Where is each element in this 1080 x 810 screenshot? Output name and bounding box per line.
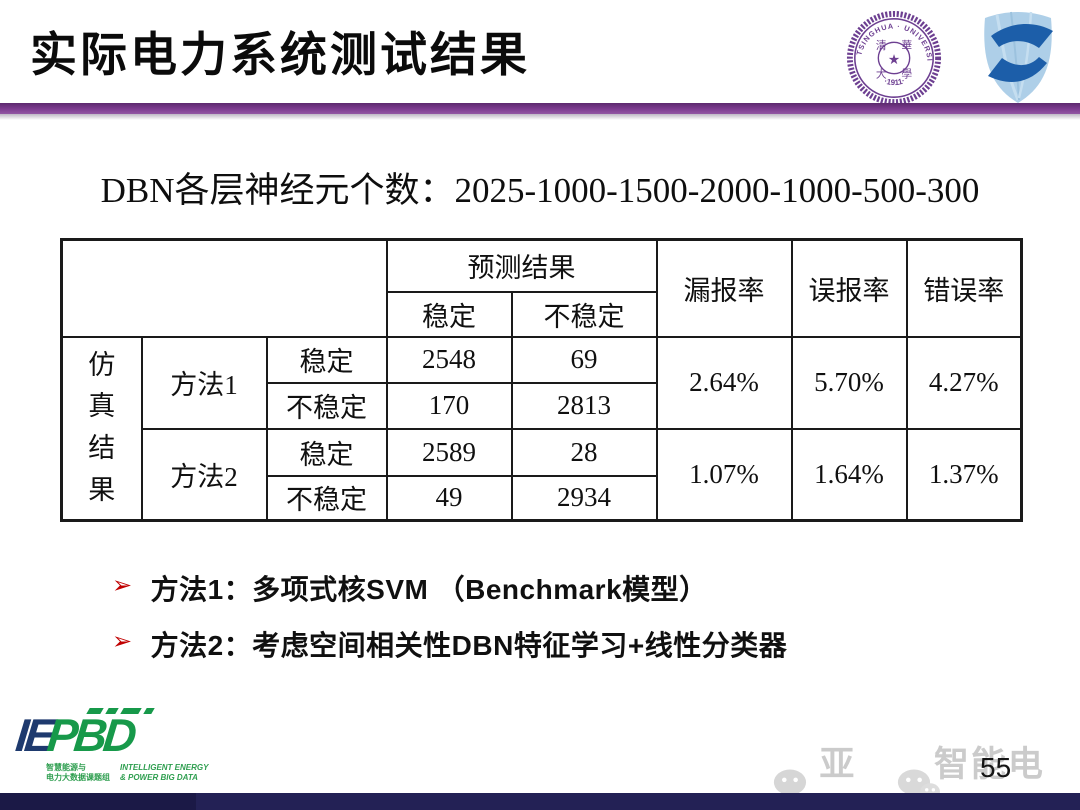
m1-actual-stable-label: 稳定 — [265, 335, 388, 384]
m2-unstable-unstable-count: 2934 — [510, 474, 658, 522]
m1-actual-unstable-label: 不稳定 — [265, 381, 388, 430]
header-false-alarm-rate: 误报率 — [790, 238, 908, 338]
page-title: 实际电力系统测试结果 — [30, 28, 530, 81]
method2-label: 方法2 — [140, 427, 268, 522]
header-prediction: 预测结果 — [385, 238, 658, 293]
tsinghua-university-seal-logo: TSINGHUA · UNIVERSITY ·1911· 清 華 大 學 ★ — [845, 9, 942, 106]
m2-unstable-stable-count: 49 — [385, 474, 513, 522]
m2-error-rate: 1.37% — [905, 427, 1023, 522]
m2-false-alarm-rate: 1.64% — [790, 427, 908, 522]
iepbd-logo: IEPBD 智慧能源与 电力大数据课题组 INTELLIGENT ENERGY … — [13, 708, 248, 784]
seal-char: 華 — [901, 40, 912, 52]
m2-stable-unstable-count: 28 — [510, 427, 658, 477]
header-error-rate: 错误率 — [905, 238, 1023, 338]
wordmark-pbd: PBD — [44, 709, 136, 761]
arrow-bullet-icon: ➢ — [112, 628, 133, 655]
m1-stable-unstable-count: 69 — [510, 335, 658, 384]
bullet-item-method2: ➢ 方法2：考虑空间相关性DBN特征学习+线性分类器 — [112, 624, 787, 664]
m2-miss-rate: 1.07% — [655, 427, 793, 522]
row-group-simulation-results: 仿真结果 — [60, 335, 143, 522]
blue-shield-logo — [984, 11, 1053, 103]
m2-actual-stable-label: 稳定 — [265, 427, 388, 477]
m1-stable-stable-count: 2548 — [385, 335, 513, 384]
method1-label: 方法1 — [140, 335, 268, 430]
m2-stable-stable-count: 2589 — [385, 427, 513, 477]
dbn-layer-config-line: DBN各层神经元个数：2025-1000-1500-2000-1000-500-… — [100, 171, 980, 210]
seal-char: 學 — [901, 68, 912, 81]
header-stable: 稳定 — [385, 290, 513, 338]
bottom-bar — [0, 793, 1080, 810]
m1-error-rate: 4.27% — [905, 335, 1023, 430]
header-miss-rate: 漏报率 — [655, 238, 793, 338]
m2-actual-unstable-label: 不稳定 — [265, 474, 388, 522]
page-number: 55 — [980, 752, 1012, 783]
m1-miss-rate: 2.64% — [655, 335, 793, 430]
m1-false-alarm-rate: 5.70% — [790, 335, 908, 430]
iepbd-wordmark: IEPBD — [13, 709, 248, 761]
bullet-item-method1: ➢ 方法1：多项式核SVM （Benchmark模型） — [112, 568, 787, 608]
bullet-text: 方法1：多项式核SVM （Benchmark模型） — [150, 574, 708, 605]
iepbd-en-line1: INTELLIGENT ENERGY — [120, 762, 209, 772]
star-icon: ★ — [888, 52, 900, 67]
seal-char: 大 — [876, 68, 887, 81]
seal-year-text: ·1911· — [883, 76, 906, 87]
results-table: 预测结果 漏报率 误报率 错误率 稳定 不稳定 仿真结果 方法1 稳定 2548… — [60, 238, 1024, 522]
method-notes-list: ➢ 方法1：多项式核SVM （Benchmark模型） ➢ 方法2：考虑空间相关… — [112, 568, 787, 680]
title-underline-bar — [0, 103, 1080, 114]
arrow-bullet-icon: ➢ — [112, 572, 133, 599]
m1-unstable-stable-count: 170 — [385, 381, 513, 430]
iepbd-en-line2: & POWER BIG DATA — [120, 772, 198, 782]
svg-text:·1911·: ·1911· — [883, 76, 906, 87]
bullet-text: 方法2：考虑空间相关性DBN特征学习+线性分类器 — [150, 630, 788, 661]
empty-corner-cell — [60, 238, 388, 338]
iepbd-subtext: 智慧能源与 电力大数据课题组 INTELLIGENT ENERGY & POWE… — [46, 763, 246, 784]
iepbd-cn-line2: 电力大数据课题组 — [46, 772, 110, 782]
seal-char: 清 — [876, 39, 887, 52]
header-unstable: 不稳定 — [510, 290, 658, 338]
m1-unstable-unstable-count: 2813 — [510, 381, 658, 430]
title-underline-shadow — [0, 114, 1080, 120]
iepbd-cn-line1: 智慧能源与 — [46, 762, 86, 772]
